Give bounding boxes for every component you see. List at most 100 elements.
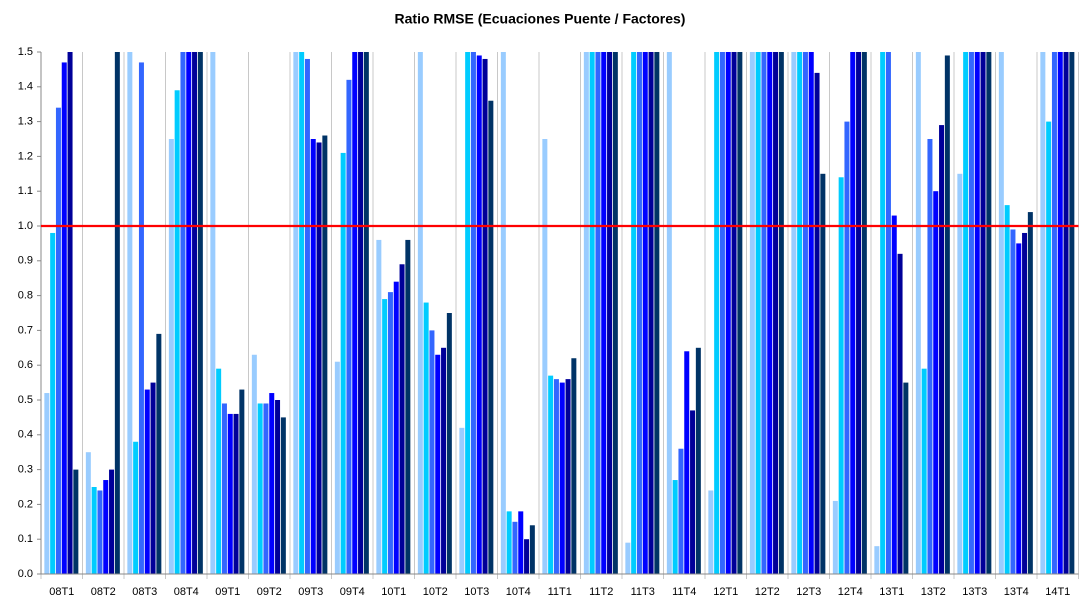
- x-tick-label: 13T2: [921, 586, 946, 598]
- bar: [1010, 229, 1016, 575]
- bar: [814, 72, 820, 574]
- bar: [144, 389, 150, 574]
- bar: [435, 354, 441, 574]
- bar: [512, 521, 518, 574]
- bar: [963, 52, 969, 574]
- bar: [612, 52, 618, 574]
- x-tick-label: 09T4: [340, 586, 365, 598]
- bar: [944, 55, 950, 575]
- bar: [506, 511, 512, 574]
- bar: [114, 52, 120, 574]
- x-tick-label: 09T3: [298, 586, 323, 598]
- bar: [44, 393, 50, 574]
- bar: [666, 52, 672, 574]
- y-tick-label: 0.3: [18, 464, 33, 476]
- bar: [133, 441, 139, 574]
- x-tick-label: 13T1: [879, 586, 904, 598]
- bar: [1016, 243, 1022, 574]
- x-tick-label: 14T1: [1045, 586, 1070, 598]
- x-tick-label: 11T2: [589, 586, 613, 598]
- bar: [334, 361, 340, 574]
- bar: [761, 52, 767, 574]
- y-tick-label: 0.5: [18, 394, 33, 406]
- y-tick-label: 1.0: [18, 220, 33, 232]
- bar: [1027, 212, 1033, 574]
- x-tick-label: 08T2: [91, 586, 116, 598]
- bar: [939, 125, 945, 574]
- y-tick-label: 0.4: [18, 429, 33, 441]
- bar: [382, 299, 388, 574]
- bar: [921, 368, 927, 574]
- x-tick-label: 08T4: [174, 586, 199, 598]
- bar: [168, 139, 174, 574]
- bar: [731, 52, 737, 574]
- bar: [500, 52, 506, 574]
- bar: [352, 52, 358, 574]
- bar: [856, 52, 862, 574]
- bar: [280, 417, 286, 574]
- bar: [607, 52, 613, 574]
- y-tick-label: 0.8: [18, 290, 33, 302]
- bar: [802, 52, 808, 574]
- bar: [221, 403, 227, 574]
- bar: [684, 351, 690, 574]
- bar: [797, 52, 803, 574]
- bar: [820, 173, 826, 575]
- bar: [648, 52, 654, 574]
- bar: [109, 469, 115, 574]
- bar: [67, 52, 73, 574]
- bar: [227, 413, 233, 574]
- y-tick-label: 1.4: [18, 81, 33, 93]
- bar: [233, 413, 239, 574]
- bar: [553, 379, 559, 574]
- bar: [524, 539, 530, 574]
- bar: [832, 500, 838, 574]
- bar: [861, 52, 867, 574]
- bar: [429, 330, 435, 574]
- bar: [933, 191, 939, 574]
- bar: [85, 452, 91, 574]
- bar: [156, 333, 162, 574]
- bar: [186, 52, 192, 574]
- bar: [393, 281, 399, 574]
- bar: [529, 525, 535, 574]
- bar: [654, 52, 660, 574]
- bar: [269, 393, 275, 574]
- bar: [636, 52, 642, 574]
- bar: [625, 542, 631, 574]
- bar: [459, 427, 465, 574]
- y-tick-label: 1.2: [18, 150, 33, 162]
- x-tick-label: 09T2: [257, 586, 282, 598]
- bar: [174, 90, 180, 574]
- bar: [55, 107, 61, 575]
- bar: [399, 264, 405, 574]
- bar: [257, 403, 263, 574]
- bar: [974, 52, 980, 574]
- bar: [737, 52, 743, 574]
- x-tick-label: 12T2: [755, 586, 780, 598]
- bar: [1057, 52, 1063, 574]
- bar: [571, 358, 577, 574]
- bar: [595, 52, 601, 574]
- bar: [838, 177, 844, 574]
- bar: [773, 52, 779, 574]
- bar: [690, 410, 696, 574]
- bar: [210, 52, 216, 574]
- bar: [767, 52, 773, 574]
- y-tick-label: 0.6: [18, 359, 33, 371]
- x-tick-label: 10T3: [464, 586, 489, 598]
- bar: [192, 52, 198, 574]
- bar: [695, 347, 701, 574]
- bar: [986, 52, 992, 574]
- bar: [927, 139, 933, 574]
- bar: [346, 79, 352, 574]
- bar: [470, 52, 476, 574]
- y-tick-label: 0.7: [18, 324, 33, 336]
- bar: [239, 389, 245, 574]
- bar: [446, 313, 452, 574]
- bar: [844, 121, 850, 574]
- bar: [903, 382, 909, 574]
- bar: [778, 52, 784, 574]
